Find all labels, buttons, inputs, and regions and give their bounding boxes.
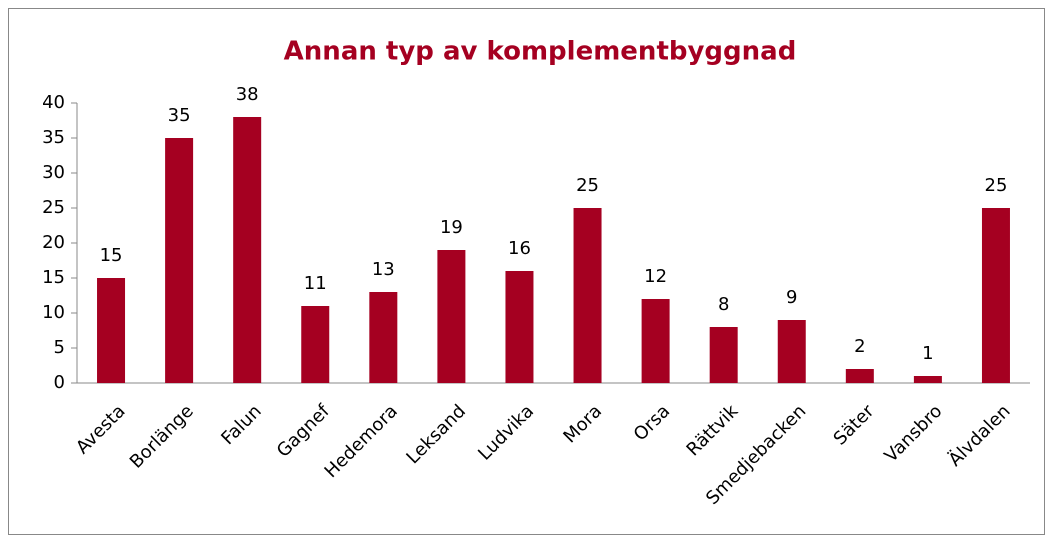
data-label: 35 (168, 105, 191, 126)
bar (777, 320, 806, 383)
data-label: 13 (372, 259, 395, 280)
data-label: 25 (985, 175, 1008, 196)
bar (845, 369, 874, 383)
data-label: 19 (440, 217, 463, 238)
y-tick-label: 5 (54, 337, 65, 358)
data-label: 12 (644, 266, 667, 287)
y-tick-label: 0 (54, 372, 65, 393)
y-tick-label: 25 (42, 197, 65, 218)
data-label: 25 (576, 175, 599, 196)
data-label: 38 (236, 84, 259, 105)
y-tick-label: 30 (42, 162, 65, 183)
bar (641, 299, 670, 383)
bar (505, 271, 534, 383)
bar (437, 250, 466, 383)
data-label: 2 (854, 336, 865, 357)
y-tick-label: 15 (42, 267, 65, 288)
bar (981, 208, 1010, 383)
data-label: 11 (304, 273, 327, 294)
bar (97, 278, 126, 383)
y-tick-label: 10 (42, 302, 65, 323)
y-tick-label: 20 (42, 232, 65, 253)
data-label: 15 (100, 245, 123, 266)
y-tick-label: 35 (42, 127, 65, 148)
data-label: 16 (508, 238, 531, 259)
bar (233, 117, 262, 383)
bar (573, 208, 602, 383)
data-label: 9 (786, 287, 797, 308)
bar (301, 306, 330, 383)
data-label: 1 (922, 343, 933, 364)
data-label: 8 (718, 294, 729, 315)
bar (709, 327, 738, 383)
bar (369, 292, 398, 383)
y-tick-label: 40 (42, 92, 65, 113)
bar (913, 376, 942, 383)
chart-title: Annan typ av komplementbyggnad (284, 37, 797, 67)
bar (165, 138, 194, 383)
